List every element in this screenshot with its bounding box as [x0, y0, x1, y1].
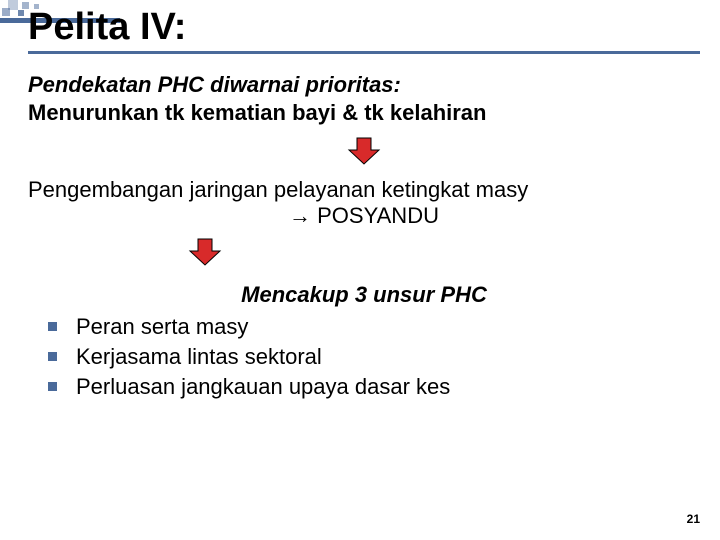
list-item: Kerjasama lintas sektoral — [48, 344, 700, 370]
page-number: 21 — [687, 512, 700, 526]
down-arrow-icon — [188, 237, 222, 267]
decoration-square — [18, 10, 24, 16]
intro-line-2: Menurunkan tk kematian bayi & tk kelahir… — [28, 100, 700, 126]
down-arrow-icon — [347, 136, 381, 166]
intro-line-1: Pendekatan PHC diwarnai prioritas: — [28, 72, 700, 98]
arrow-row-1 — [28, 136, 700, 171]
list-item: Perluasan jangkauan upaya dasar kes — [48, 374, 700, 400]
slide-content: Pelita IV: Pendekatan PHC diwarnai prior… — [28, 0, 700, 404]
body-line-1: Pengembangan jaringan pelayanan ketingka… — [28, 177, 700, 203]
sub-heading: Mencakup 3 unsur PHC — [28, 282, 700, 308]
decoration-square — [2, 8, 10, 16]
list-item: Peran serta masy — [48, 314, 700, 340]
bullet-list: Peran serta masy Kerjasama lintas sektor… — [28, 314, 700, 400]
arrow-row-2 — [188, 237, 700, 272]
body-line-2: → POSYANDU — [28, 203, 700, 229]
slide-title: Pelita IV: — [28, 6, 700, 54]
